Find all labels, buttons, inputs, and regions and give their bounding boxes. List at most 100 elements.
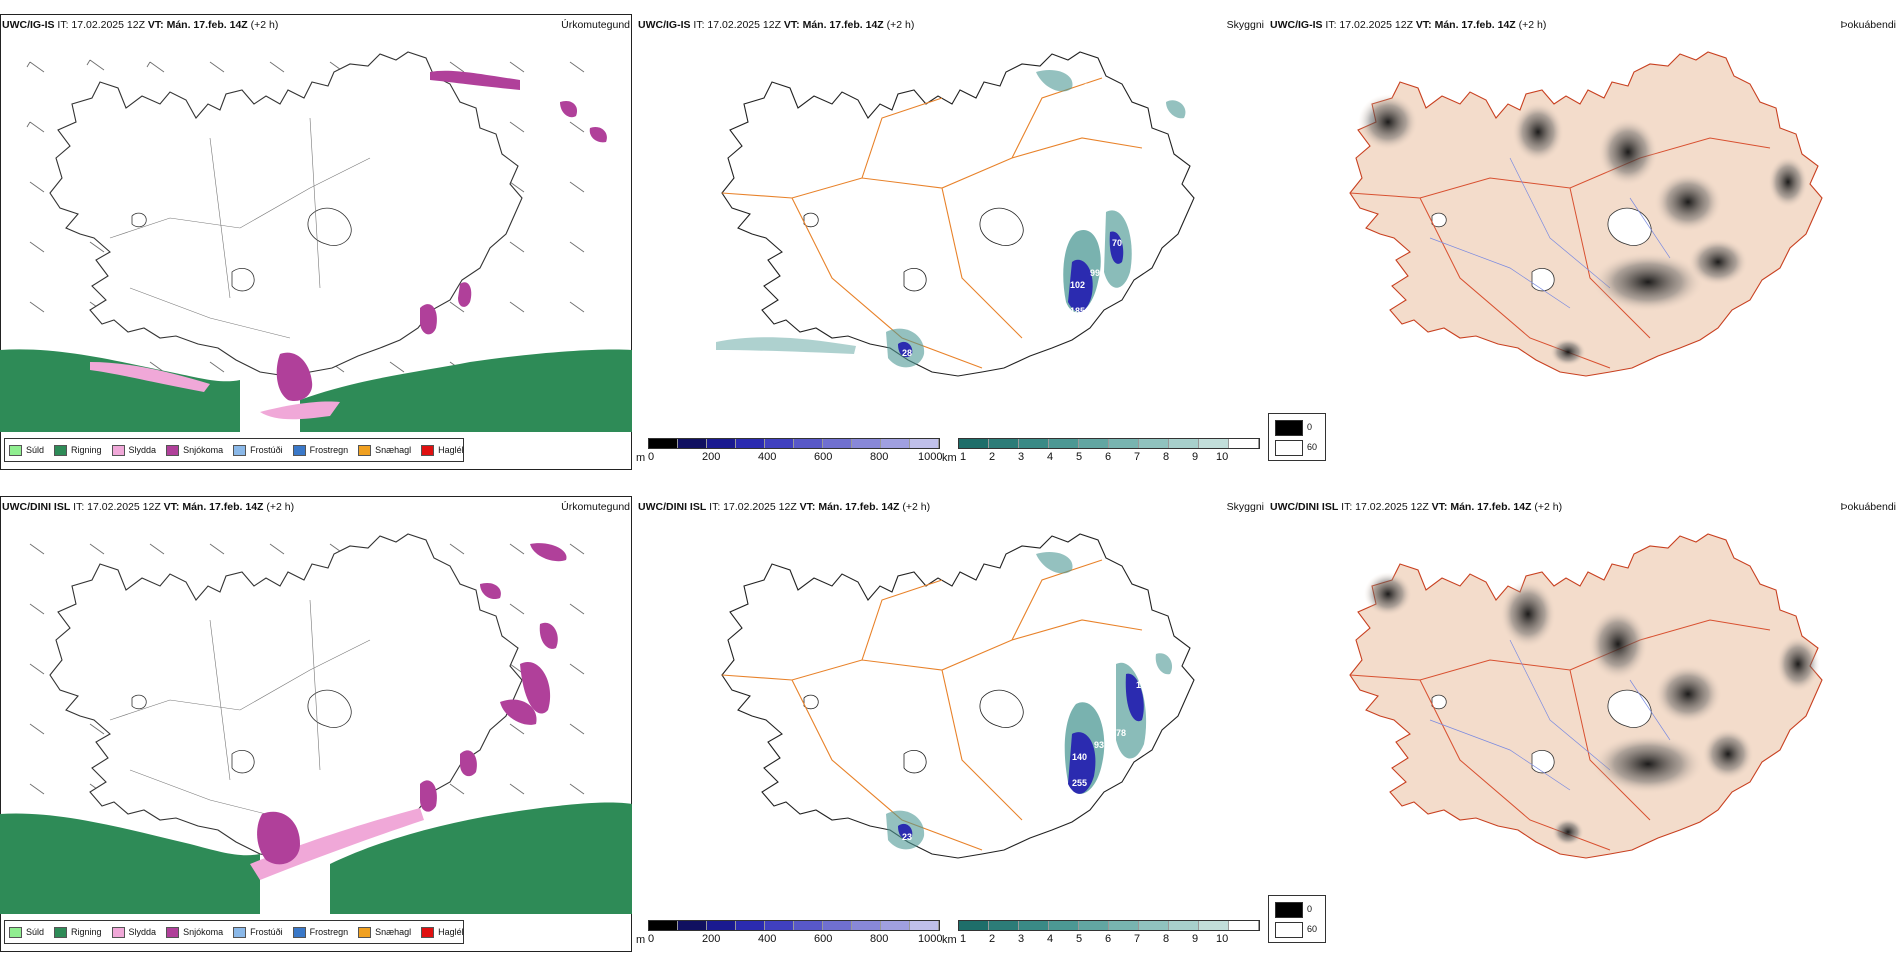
iceland-outline	[1349, 51, 1823, 377]
precip-type-panel: UWC/IG-IS IT: 17.02.2025 12Z VT: Mán. 17…	[0, 10, 634, 480]
lead-time: (+2 h)	[250, 19, 279, 31]
init-time: IT: 17.02.2025 12Z	[709, 501, 797, 513]
cloudbase-label: 167	[1084, 566, 1099, 576]
legend-item-freezing-rain: Frostregn	[292, 444, 348, 456]
legend-item-hail: Haglél	[421, 926, 464, 938]
colorbar-swatches	[958, 438, 1260, 449]
model-name: UWC/IG-IS	[2, 19, 55, 31]
lead-time: (+2 h)	[1534, 501, 1563, 513]
cloudbase-label: 255	[1072, 778, 1087, 788]
init-time: IT: 17.02.2025 12Z	[693, 19, 781, 31]
init-time: IT: 17.02.2025 12Z	[1325, 19, 1413, 31]
precip-map	[0, 533, 632, 914]
legend-item-rain: Rigning	[54, 444, 102, 456]
panel-title: Úrkomutegund	[561, 501, 630, 513]
colorbar-unit: km	[942, 452, 957, 464]
fog-legend: 0 60	[1268, 413, 1326, 461]
cloudbase-values: 167 190 93 140 78 255 23	[902, 566, 1151, 842]
visibility-colorbar: km 1 2 3 4 5 6 7 8 9 10	[942, 920, 1268, 954]
fog-high-label: 0	[1307, 904, 1313, 914]
panel-title: Skyggni	[1226, 501, 1264, 513]
precip-areas	[0, 543, 632, 914]
precip-map	[0, 51, 632, 432]
valid-time: VT: Mán. 17.feb. 14Z	[799, 501, 900, 513]
legend-item-freezing-rain: Frostregn	[292, 926, 348, 938]
cloudbase-label: 140	[1072, 752, 1087, 762]
fog-low-label: 60	[1307, 442, 1318, 452]
model-name: UWC/DINI ISL	[638, 501, 707, 513]
cloud-fields	[716, 69, 1186, 368]
cloudbase-label: 70	[1112, 238, 1122, 248]
iceland-outline	[721, 533, 1195, 859]
legend-item-rain: Rigning	[54, 926, 102, 938]
fog-high-swatch	[1275, 902, 1303, 918]
panel-title: Úrkomutegund	[561, 19, 630, 31]
panel-header: UWC/IG-IS IT: 17.02.2025 12Z VT: Mán. 17…	[1270, 18, 1898, 32]
panel-header: UWC/DINI ISL IT: 17.02.2025 12Z VT: Mán.…	[2, 500, 632, 514]
legend-item-snow: Snjókoma	[166, 444, 223, 456]
cloudbase-label: 355	[1084, 82, 1099, 92]
lead-time: (+2 h)	[886, 19, 915, 31]
legend-item-snow: Snjókoma	[166, 926, 223, 938]
valid-time: VT: Mán. 17.feb. 14Z	[1415, 19, 1516, 31]
panel-header: UWC/IG-IS IT: 17.02.2025 12Z VT: Mán. 17…	[638, 18, 1266, 32]
iceland-outline	[49, 533, 523, 859]
cloudbase-label: 99	[1090, 268, 1100, 278]
precip-areas	[0, 70, 632, 432]
fog-low-swatch	[1275, 440, 1303, 456]
fog-intensity	[1358, 94, 1808, 366]
legend-item-drizzle: Súld	[9, 926, 44, 938]
lead-time: (+2 h)	[266, 501, 295, 513]
colorbar-swatches	[648, 438, 940, 449]
valid-time: VT: Mán. 17.feb. 14Z	[163, 501, 264, 513]
cloudbase-label: 102	[1070, 280, 1085, 290]
init-time: IT: 17.02.2025 12Z	[73, 501, 161, 513]
model-name: UWC/DINI ISL	[1270, 501, 1339, 513]
legend-item-sleet: Slydda	[111, 444, 156, 456]
colorbar-unit: m	[636, 934, 646, 946]
iceland-outline	[1349, 533, 1823, 859]
cloudbase-values: 355 208 70 99 102 185 28	[902, 82, 1122, 358]
panel-title: Þokuábendi	[1840, 19, 1896, 31]
cloudbase-label: 190	[1136, 680, 1151, 690]
cloud-visibility-panel: UWC/DINI ISL IT: 17.02.2025 12Z VT: Mán.…	[636, 492, 1268, 962]
lead-time: (+2 h)	[1518, 19, 1547, 31]
fog-legend: 0 60	[1268, 895, 1326, 943]
precip-type-panel: UWC/DINI ISL IT: 17.02.2025 12Z VT: Mán.…	[0, 492, 634, 962]
cloudbase-colorbar: m 0 200 400 600 800 1000	[636, 920, 946, 954]
cloudbase-label: 185	[1070, 306, 1085, 316]
fog-map	[1349, 51, 1823, 377]
iceland-outline	[721, 51, 1195, 377]
panel-header: UWC/DINI ISL IT: 17.02.2025 12Z VT: Mán.…	[638, 500, 1266, 514]
cloudbase-label: 23	[902, 832, 912, 842]
cloud-visibility-panel: UWC/IG-IS IT: 17.02.2025 12Z VT: Mán. 17…	[636, 10, 1268, 480]
colorbar-unit: m	[636, 452, 646, 464]
precip-type-legend: Súld Rigning Slydda Snjókoma Frostúði Fr…	[4, 438, 464, 462]
cloudbase-label: 208	[1048, 184, 1063, 194]
colorbar-unit: km	[942, 934, 957, 946]
lead-time: (+2 h)	[902, 501, 931, 513]
fog-high-swatch	[1275, 420, 1303, 436]
fog-index-panel: UWC/IG-IS IT: 17.02.2025 12Z VT: Mán. 17…	[1268, 10, 1900, 480]
fog-low-swatch	[1275, 922, 1303, 938]
model-row-igis: UWC/IG-IS IT: 17.02.2025 12Z VT: Mán. 17…	[0, 10, 1900, 480]
cloud-map: 167 190 93 140 78 255 23	[721, 533, 1195, 859]
model-row-dini: UWC/DINI ISL IT: 17.02.2025 12Z VT: Mán.…	[0, 492, 1900, 962]
panel-header: UWC/DINI ISL IT: 17.02.2025 12Z VT: Mán.…	[1270, 500, 1898, 514]
precip-type-legend: Súld Rigning Slydda Snjókoma Frostúði Fr…	[4, 920, 464, 944]
fog-low-label: 60	[1307, 924, 1318, 934]
model-name: UWC/DINI ISL	[2, 501, 71, 513]
legend-item-graupel: Snæhagl	[358, 444, 411, 456]
map-frame	[0, 14, 632, 470]
panel-title: Þokuábendi	[1840, 501, 1896, 513]
colorbar-swatches	[648, 920, 940, 931]
legend-item-drizzle: Súld	[9, 444, 44, 456]
legend-item-freezing-drizzle: Frostúði	[233, 444, 283, 456]
init-time: IT: 17.02.2025 12Z	[57, 19, 145, 31]
colorbar-swatches	[958, 920, 1260, 931]
cloudbase-label: 78	[1116, 728, 1126, 738]
cloudbase-label: 28	[902, 348, 912, 358]
valid-time: VT: Mán. 17.feb. 14Z	[1431, 501, 1532, 513]
panel-title: Skyggni	[1226, 19, 1264, 31]
legend-item-sleet: Slydda	[111, 926, 156, 938]
